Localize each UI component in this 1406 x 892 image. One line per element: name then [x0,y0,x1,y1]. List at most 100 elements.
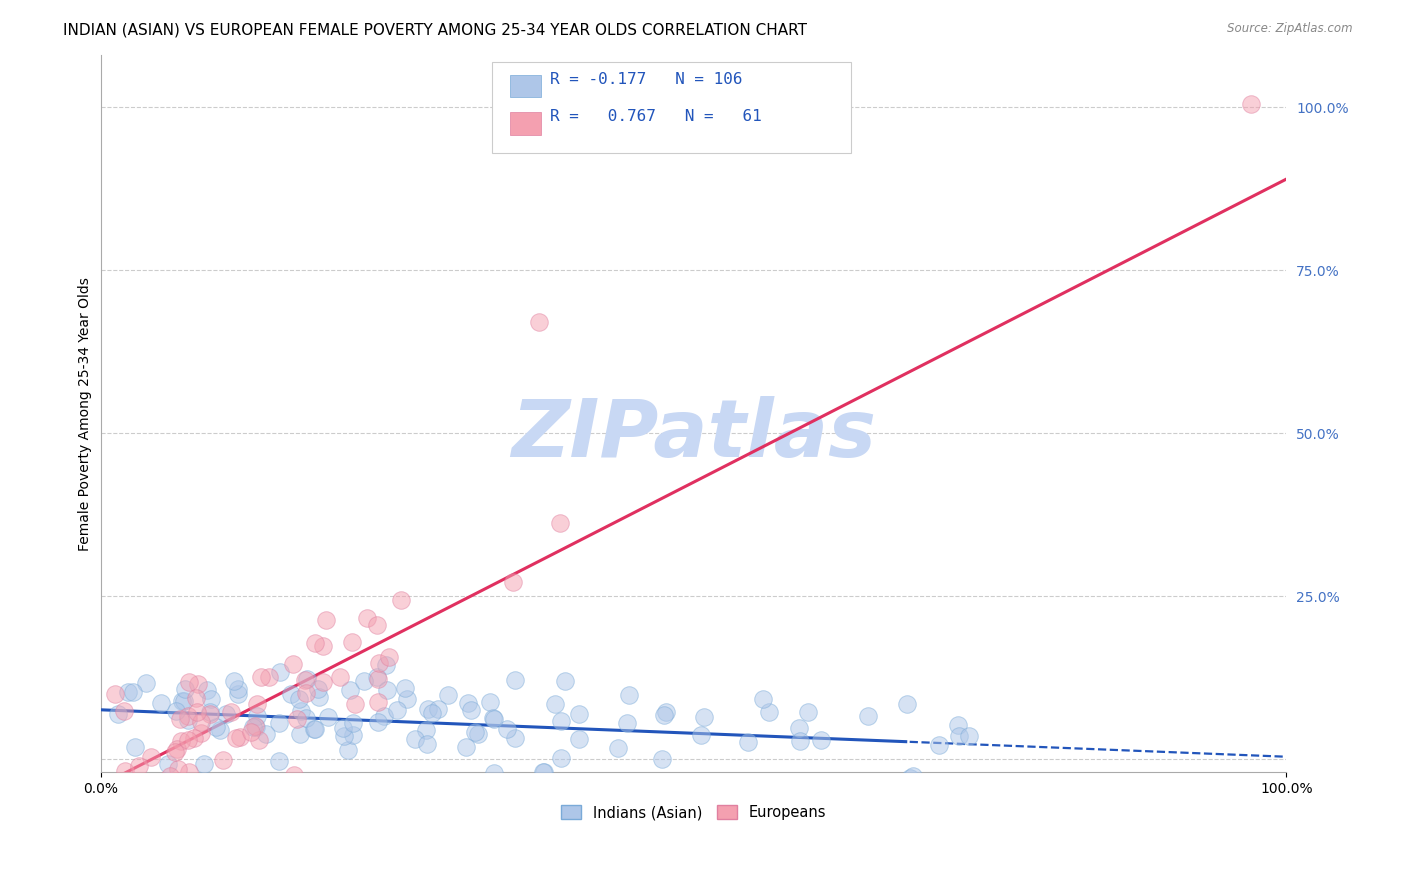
Point [110,775,132,789]
Text: R =   0.767   N =   61: R = 0.767 N = 61 [550,110,762,124]
Point [124,739,146,754]
Point [246,698,269,712]
Point [543,698,565,712]
Point [280,687,302,701]
Point [269,665,291,679]
Point [502,574,524,589]
Point [283,768,305,782]
Point [304,636,326,650]
Point [149,785,172,799]
Point [315,614,337,628]
Point [342,715,364,730]
Point [221,706,243,720]
Point [290,704,312,718]
Point [550,516,572,530]
Point [858,708,880,723]
Point [198,707,221,722]
Point [533,764,555,779]
Point [333,729,356,743]
Point [374,657,396,672]
Point [212,753,235,767]
Text: R = -0.177   N = 106: R = -0.177 N = 106 [550,72,742,87]
Point [797,705,820,719]
Point [173,694,195,708]
Point [387,703,409,717]
Y-axis label: Female Poverty Among 25-34 Year Olds: Female Poverty Among 25-34 Year Olds [79,277,93,550]
Point [122,684,145,698]
Point [457,696,479,710]
Point [692,710,714,724]
Point [245,719,267,733]
Point [467,726,489,740]
Point [367,714,389,729]
Point [193,757,215,772]
Point [240,725,263,739]
Point [159,768,181,782]
Point [156,757,179,772]
Point [946,718,969,732]
Point [416,737,439,751]
Point [396,691,419,706]
Point [454,739,477,754]
Point [172,694,194,708]
Point [174,681,197,696]
Point [484,712,506,726]
Point [169,734,191,748]
Point [948,730,970,744]
Point [304,722,326,736]
Point [617,688,640,702]
Point [479,695,502,709]
Point [135,676,157,690]
Point [304,722,326,736]
Point [616,716,638,731]
Point [195,683,218,698]
Point [482,765,505,780]
Point [789,733,811,747]
Point [209,723,232,738]
Point [107,707,129,722]
Point [482,711,505,725]
Point [957,729,980,743]
Point [356,611,378,625]
Point [187,676,209,690]
Point [281,657,304,671]
Point [186,691,208,706]
Point [242,719,264,733]
Point [215,707,238,722]
Point [378,649,401,664]
Point [229,730,252,744]
Point [420,706,443,720]
Point [225,731,247,746]
Point [340,634,363,648]
Point [375,682,398,697]
Point [464,725,486,739]
Point [200,692,222,706]
Point [810,732,832,747]
Point [394,681,416,695]
Point [404,732,426,747]
Point [898,771,921,785]
Point [437,688,460,702]
Point [366,617,388,632]
Point [312,674,335,689]
Point [690,728,713,742]
Point [308,690,330,704]
Point [373,709,395,723]
Point [655,705,678,719]
Point [460,703,482,717]
Point [165,746,187,760]
Point [295,673,318,687]
Point [179,764,201,779]
Point [903,768,925,782]
Point [245,720,267,734]
Point [928,738,950,752]
Legend: Indians (Asian), Europeans: Indians (Asian), Europeans [555,799,832,826]
Point [167,762,190,776]
Point [254,726,277,740]
Point [554,673,576,688]
Point [550,750,572,764]
Point [787,722,810,736]
Point [110,780,132,794]
Point [339,682,361,697]
Point [495,722,517,736]
